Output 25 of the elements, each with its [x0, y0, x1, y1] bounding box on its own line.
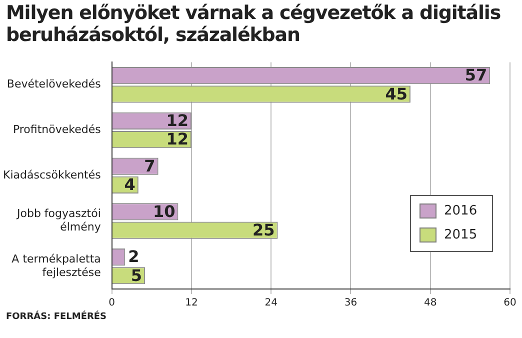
data-label: 12 [166, 111, 188, 130]
x-tick-label: 0 [108, 298, 116, 309]
data-label: 5 [130, 266, 142, 285]
data-label: 2 [128, 247, 140, 266]
data-label: 57 [464, 66, 488, 85]
legend-label: 2015 [444, 227, 478, 242]
y-tick-label: Profitnövekedés [12, 123, 102, 136]
chart-title: Milyen előnyöket várnak a cégvezetők a digitális beruházásoktól, százalékban [5, 1, 502, 46]
data-label: 7 [144, 156, 156, 176]
data-label: 45 [385, 84, 408, 104]
data-label: 4 [124, 175, 136, 194]
y-tick-label: Jobb fogyasztói élmény [16, 207, 102, 234]
x-tick-label: 24 [264, 298, 278, 309]
text: FORRÁS: FELMÉRÉS [5, 312, 108, 322]
x-tick-label: 60 [504, 298, 516, 309]
data-label: 10 [152, 202, 176, 221]
x-tick-label: 12 [185, 298, 198, 309]
data-label: 25 [252, 220, 275, 240]
y-tick-label: A termékpaletta fejlesztése [12, 252, 102, 279]
legend-label: 2016 [444, 203, 478, 218]
y-tick-label: Bevételövekedés [6, 78, 102, 91]
data-label: 12 [166, 130, 188, 149]
x-tick-label: 36 [344, 298, 358, 309]
x-tick-label: 48 [424, 298, 437, 309]
y-tick-label: Kiadáscsökkentés [2, 168, 102, 182]
